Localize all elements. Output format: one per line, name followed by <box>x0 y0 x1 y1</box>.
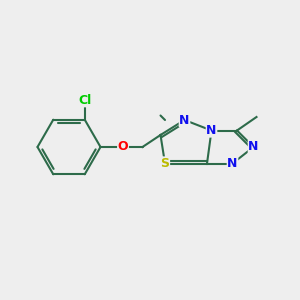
Text: O: O <box>118 140 128 154</box>
Text: S: S <box>160 157 169 170</box>
Text: Cl: Cl <box>78 94 92 107</box>
Text: N: N <box>179 113 190 127</box>
Text: N: N <box>248 140 259 154</box>
Text: N: N <box>206 124 217 137</box>
Text: N: N <box>227 157 238 170</box>
